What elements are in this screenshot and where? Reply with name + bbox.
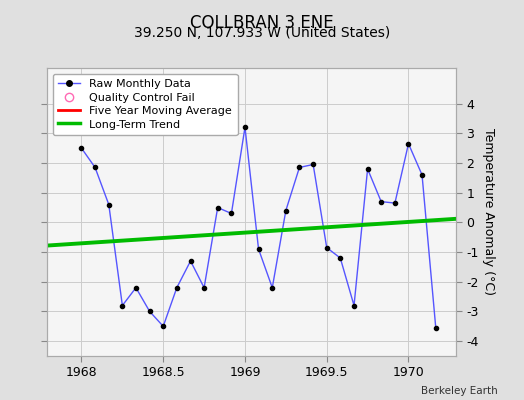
Text: 39.250 N, 107.933 W (United States): 39.250 N, 107.933 W (United States) — [134, 26, 390, 40]
Legend: Raw Monthly Data, Quality Control Fail, Five Year Moving Average, Long-Term Tren: Raw Monthly Data, Quality Control Fail, … — [53, 74, 238, 135]
Text: COLLBRAN 3 ENE: COLLBRAN 3 ENE — [190, 14, 334, 32]
Text: Berkeley Earth: Berkeley Earth — [421, 386, 498, 396]
Y-axis label: Temperature Anomaly (°C): Temperature Anomaly (°C) — [482, 128, 495, 296]
